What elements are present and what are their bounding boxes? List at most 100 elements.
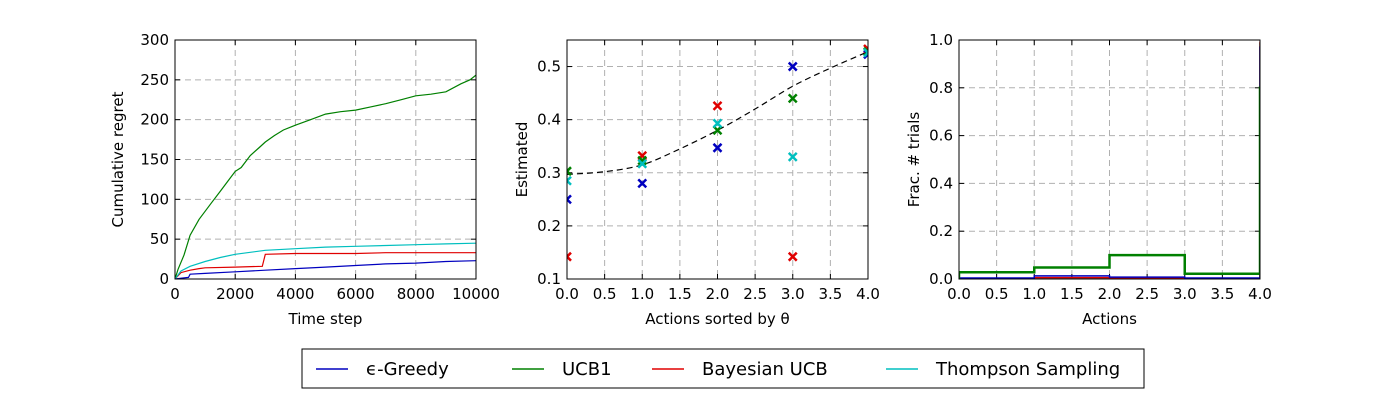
x-tick-label: 2.5 <box>1135 285 1159 303</box>
x-tick-label: 0.0 <box>555 285 579 303</box>
scatter-point-thompson <box>567 175 572 186</box>
axes-frame <box>174 39 477 280</box>
series-line-ucb1 <box>175 74 476 279</box>
scatter-point-egreedy <box>637 178 648 189</box>
x-axis-label: Actions sorted by θ <box>645 310 789 328</box>
x-tick-label: 3.5 <box>818 285 842 303</box>
y-tick-label: 0.2 <box>537 217 561 235</box>
x-tick-label: 0.5 <box>593 285 617 303</box>
x-tick-label: 1.0 <box>630 285 654 303</box>
y-tick-label: 0.1 <box>537 270 561 288</box>
scatter-point-ucb1 <box>637 155 648 166</box>
marker-stroke <box>787 93 798 104</box>
marker-stroke <box>712 118 723 129</box>
y-tick-label: 1.0 <box>929 31 953 49</box>
scatter-point-bayes <box>567 251 572 262</box>
x-tick-label: 4.0 <box>1248 285 1272 303</box>
y-axis-label: Frac. # trials <box>905 112 923 208</box>
y-tick-label: 200 <box>140 111 169 129</box>
y-tick-label: 150 <box>140 151 169 169</box>
scatter-point-thompson <box>787 151 798 162</box>
legend-label-ucb1: UCB1 <box>562 359 612 380</box>
x-tick-label: 8000 <box>397 285 435 303</box>
marker-stroke <box>787 61 798 72</box>
x-tick-label: 3.0 <box>781 285 805 303</box>
regret-panel: 0 2000 4000 6000 8000 10000 0 50 100 150 200 250 300… <box>109 31 500 328</box>
x-tick-label: 3.0 <box>1173 285 1197 303</box>
x-tick-label: 2.5 <box>743 285 767 303</box>
scatter-point-ucb1 <box>567 166 572 177</box>
marker-stroke <box>712 100 723 111</box>
scatter-point-egreedy <box>567 194 572 205</box>
x-tick-label: 6000 <box>337 285 375 303</box>
y-tick-label: 0.3 <box>537 164 561 182</box>
y-axis-label: Cumulative regret <box>109 91 127 227</box>
y-tick-label: 0.8 <box>929 79 953 97</box>
marker-stroke <box>863 50 868 58</box>
marker-stroke <box>787 151 798 162</box>
y-tick-label: 100 <box>140 190 169 208</box>
scatter-point-thompson <box>863 47 868 58</box>
marker-stroke <box>567 178 572 186</box>
x-tick-label: 0.5 <box>985 285 1009 303</box>
marker-stroke <box>567 175 572 183</box>
y-tick-label: 0.4 <box>929 174 953 192</box>
y-axis-label: Estimated <box>513 122 531 198</box>
marker-stroke <box>637 158 648 169</box>
x-tick-label: 2000 <box>216 285 254 303</box>
marker-stroke <box>567 197 572 205</box>
y-tick-label: 0.5 <box>537 58 561 76</box>
series-line-bayes <box>175 252 476 279</box>
true-theta-line <box>567 51 868 175</box>
series-line-egreedy <box>175 260 476 279</box>
y-tick-label: 250 <box>140 71 169 89</box>
step-line-egreedy <box>959 46 1260 279</box>
legend: ϵ-Greedy UCB1 Bayesian UCB Thompson Samplin… <box>301 348 1145 389</box>
marker-stroke <box>567 169 572 177</box>
x-axis-label: Time step <box>288 310 363 328</box>
legend-label-egreedy: ϵ-Greedy <box>366 359 449 380</box>
x-tick-label: 1.0 <box>1022 285 1046 303</box>
marker-stroke <box>787 251 798 262</box>
axes-frame <box>566 39 869 280</box>
marker-stroke <box>567 166 572 173</box>
y-tick-label: 0 <box>159 270 169 288</box>
scatter-point-egreedy <box>712 142 723 153</box>
scatter-point-thompson <box>712 118 723 129</box>
marker-stroke <box>863 47 868 55</box>
x-tick-label: 2.0 <box>706 285 730 303</box>
y-tick-label: 300 <box>140 31 169 49</box>
trials-panel: 0.0 0.5 1.0 1.5 2.0 2.5 3.0 3.5 4.0 0.0 0.2 0.4 0.6 0… <box>905 31 1272 328</box>
y-tick-label: 0.6 <box>929 127 953 145</box>
step-line-ucb1 <box>959 86 1260 279</box>
x-tick-label: 1.5 <box>1060 285 1084 303</box>
x-tick-label: 0 <box>170 285 180 303</box>
y-tick-label: 0.4 <box>537 111 561 129</box>
x-tick-label: 10000 <box>452 285 500 303</box>
marker-stroke <box>567 254 572 262</box>
series-line-thompson <box>175 242 476 279</box>
x-tick-label: 4000 <box>276 285 314 303</box>
x-tick-label: 3.5 <box>1210 285 1234 303</box>
scatter-point-ucb1 <box>787 93 798 104</box>
scatter-point-bayes <box>787 251 798 262</box>
axes-frame <box>958 39 1261 280</box>
y-tick-label: 0.0 <box>929 270 953 288</box>
marker-stroke <box>567 251 572 259</box>
legend-box <box>301 348 1145 389</box>
legend-label-bayes: Bayesian UCB <box>702 359 828 380</box>
scatter-point-bayes <box>712 100 723 111</box>
scatter-point-egreedy <box>787 61 798 72</box>
x-tick-label: 1.5 <box>668 285 692 303</box>
x-tick-label: 2.0 <box>1098 285 1122 303</box>
x-tick-label: 4.0 <box>856 285 880 303</box>
marker-stroke <box>567 194 572 202</box>
legend-label-thompson: Thompson Sampling <box>935 359 1120 380</box>
marker-stroke <box>712 142 723 153</box>
y-tick-label: 0.2 <box>929 222 953 240</box>
x-tick-label: 0.0 <box>947 285 971 303</box>
estimates-panel: 0.0 0.5 1.0 1.5 2.0 2.5 3.0 3.5 4.0 0.1 0.2 0.3 0.4 0… <box>513 39 880 328</box>
x-axis-label: Actions <box>1082 310 1137 328</box>
